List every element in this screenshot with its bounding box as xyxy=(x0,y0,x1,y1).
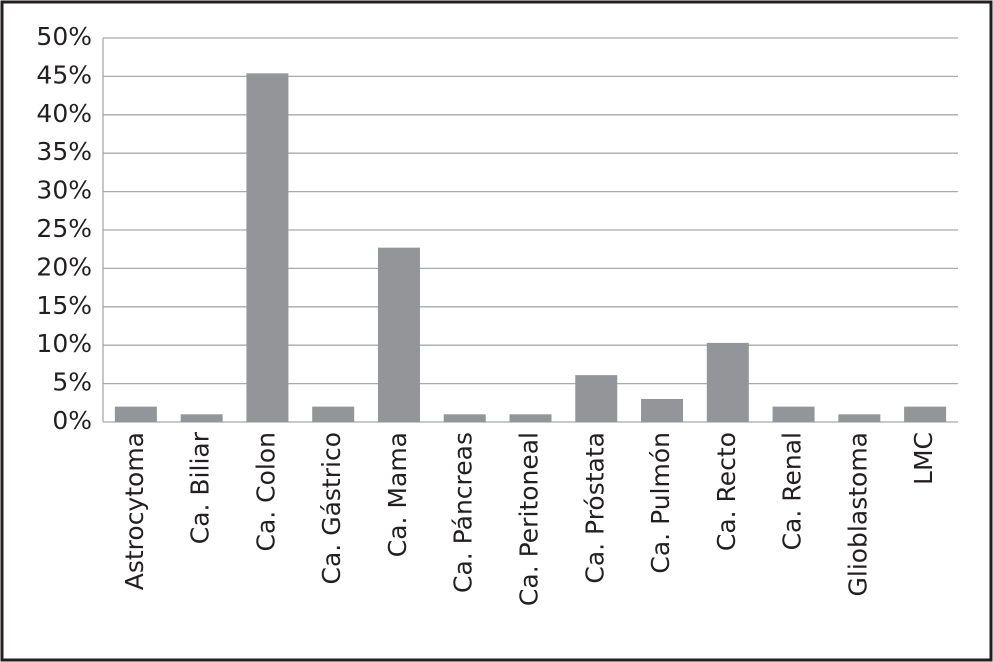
x-tick-label: Ca. Pulmón xyxy=(646,432,675,574)
y-tick-label: 30% xyxy=(36,176,92,205)
bar xyxy=(509,414,552,422)
x-tick-label: Astrocytoma xyxy=(120,432,149,590)
x-tick-label: Ca. Gástrico xyxy=(317,432,346,584)
x-tick-label: Ca. Biliar xyxy=(186,431,215,544)
bar xyxy=(377,247,420,422)
bar xyxy=(641,398,684,422)
y-tick-label: 45% xyxy=(36,60,92,89)
bar xyxy=(443,414,486,422)
bar xyxy=(838,414,881,422)
x-tick-label: Ca. Próstata xyxy=(580,432,609,584)
bar xyxy=(904,406,947,422)
y-tick-label: 25% xyxy=(36,214,92,243)
x-tick-label: Ca. Mama xyxy=(383,432,412,557)
x-tick-label: Ca. Colon xyxy=(251,432,280,552)
bar xyxy=(180,414,223,422)
bar xyxy=(246,73,289,422)
bar xyxy=(312,406,355,422)
x-tick-label: Ca. Páncreas xyxy=(449,432,478,593)
bar xyxy=(575,375,618,422)
y-tick-label: 10% xyxy=(36,329,92,358)
y-tick-label: 5% xyxy=(52,368,92,397)
y-tick-label: 40% xyxy=(36,99,92,128)
bar xyxy=(772,406,815,422)
x-tick-label: Ca. Renal xyxy=(778,432,807,550)
x-tick-label: LMC xyxy=(909,432,938,485)
y-tick-label: 15% xyxy=(36,291,92,320)
x-tick-label: Ca. Peritoneal xyxy=(515,432,544,606)
x-tick-label: Glioblastoma xyxy=(843,432,872,597)
x-tick-label: Ca. Recto xyxy=(712,432,741,551)
y-tick-label: 50% xyxy=(36,22,92,51)
bar xyxy=(706,342,749,422)
y-tick-label: 35% xyxy=(36,137,92,166)
bar xyxy=(114,406,157,422)
y-tick-label: 20% xyxy=(36,252,92,281)
y-tick-label: 0% xyxy=(52,406,92,435)
